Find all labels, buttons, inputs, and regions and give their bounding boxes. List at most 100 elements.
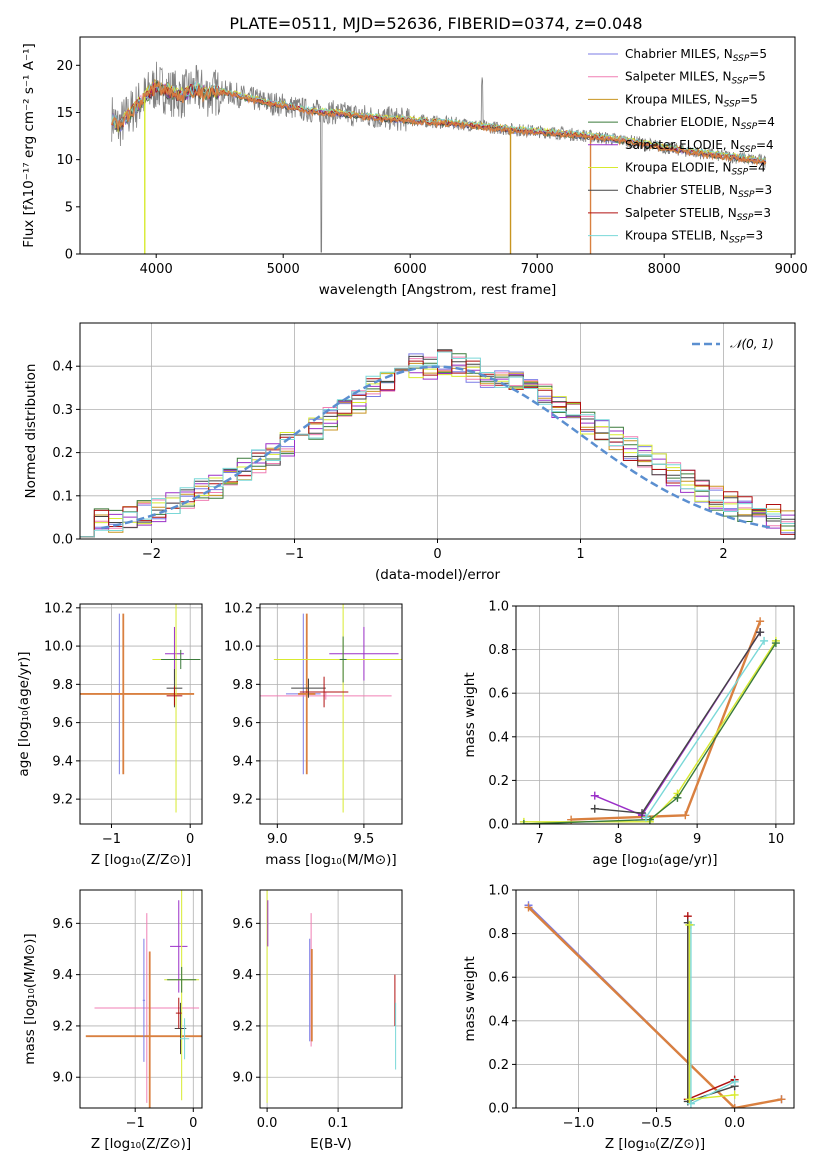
age-vs-metallicity-panel: −1 0 9.2 9.4 9.6 9.8 10.0 10.2 Z [log₁₀(Z/Z⊙)] ag… [16, 601, 203, 868]
y-tick-label: 0.4 [488, 730, 509, 745]
axes-frame [259, 603, 403, 825]
grid-lines [80, 890, 202, 1108]
y-tick-label: 1.0 [488, 600, 509, 615]
y-tick-label: 9.2 [52, 1019, 73, 1034]
legend-subscript: SSP [729, 236, 746, 246]
normal-curve [101, 365, 774, 530]
x-axis-label: Z [log₁₀(Z/Z⊙)] [91, 852, 191, 868]
weight-point-marker [685, 1095, 694, 1104]
legend-name: Kroupa ELODIE, N [625, 161, 732, 175]
y-tick-label: 10 [56, 153, 73, 168]
legend: Chabrier MILES, NSSP=5 Salpeter MILES, NS… [588, 47, 775, 246]
y-tick-label: 0.1 [52, 489, 73, 504]
legend-entry: Kroupa ELODIE, NSSP=4 [625, 161, 766, 178]
y-tick-label: 9.2 [52, 793, 73, 808]
grid-lines [260, 604, 402, 824]
x-axis-label: age [log₁₀(age/yr)] [592, 852, 717, 868]
weight-point-marker [524, 903, 533, 912]
data-point [85, 951, 202, 1108]
y-tick-label: 0.2 [488, 774, 509, 789]
data-point [166, 686, 183, 706]
weight-series-line [528, 904, 782, 1108]
weight-series-line [688, 924, 735, 1101]
weight-series-line [527, 906, 782, 1108]
weight-series-line [571, 620, 762, 821]
data-point [161, 649, 201, 670]
y-tick-label: 0.2 [52, 446, 73, 461]
grid-lines [516, 889, 794, 1109]
y-axis-label: Flux [fλ10⁻¹⁷ erg cm⁻² s⁻¹ A⁻¹] [21, 43, 37, 248]
plot-area [110, 61, 767, 254]
legend-entry: Chabrier MILES, NSSP=5 [625, 47, 767, 64]
x-axis-label: wavelength [Angstrom, rest frame] [319, 282, 557, 298]
legend-name: Salpeter ELODIE, N [625, 138, 739, 152]
plot-area [80, 604, 201, 813]
y-tick-label: 9.2 [232, 1019, 253, 1034]
x-tick-label: 0.0 [724, 1116, 745, 1131]
legend-name: Kroupa MILES, N [625, 92, 724, 106]
legend-suffix: =4 [756, 138, 774, 152]
weight-series-line [594, 631, 761, 817]
y-tick-label: 0.6 [488, 687, 509, 702]
x-tick-label: 5000 [267, 262, 300, 277]
x-tick-label: 9.5 [354, 832, 375, 847]
weight-series-line [687, 922, 735, 1103]
weight-series-line [523, 640, 777, 823]
y-tick-label: 10.0 [44, 640, 73, 655]
legend-entry: 𝒩(0, 1) [730, 337, 774, 351]
y-tick-label: 1.0 [488, 884, 509, 899]
plot-area [260, 604, 402, 813]
x-tick-label: 10 [768, 832, 785, 847]
residual-histogram [80, 351, 795, 538]
legend-name: Kroupa STELIB, N [625, 229, 729, 243]
y-tick-label: 0.0 [488, 1102, 509, 1117]
y-tick-label: 9.4 [52, 968, 73, 983]
legend-entry: Kroupa STELIB, NSSP=3 [625, 229, 763, 246]
x-axis-label: E(B-V) [310, 1136, 352, 1152]
weight-point-marker [685, 920, 694, 929]
legend-subscript: SSP [739, 145, 756, 155]
y-tick-label: 5 [65, 200, 73, 215]
legend-entry: Kroupa MILES, NSSP=5 [625, 92, 758, 109]
legend-suffix: =4 [757, 115, 775, 129]
y-tick-label: 20 [56, 59, 73, 74]
weight-point-marker [638, 809, 647, 818]
weight-point-marker [777, 1095, 786, 1104]
data-point [291, 678, 326, 698]
weight-point-marker [760, 636, 769, 645]
legend-suffix: =3 [755, 183, 773, 197]
weight-point-marker [730, 1077, 739, 1086]
axes-frame [79, 322, 796, 540]
x-tick-label: −1.0 [563, 1116, 595, 1131]
plot-area [266, 890, 397, 1103]
x-tick-label: 9.0 [267, 832, 288, 847]
model-spectrum-line [110, 80, 767, 167]
legend-subscript: SSP [741, 122, 758, 132]
x-axis-label: (data-model)/error [375, 567, 501, 583]
legend-subscript: SSP [733, 54, 750, 64]
x-tick-label: 8 [614, 832, 622, 847]
y-tick-label: 10.0 [224, 640, 253, 655]
y-tick-label: 15 [56, 106, 73, 121]
y-tick-label: 9.4 [52, 754, 73, 769]
plot-area [85, 890, 202, 1108]
axes-frame [79, 603, 203, 825]
legend-entry: Salpeter MILES, NSSP=5 [625, 70, 766, 87]
y-tick-label: 9.0 [52, 1071, 73, 1086]
y-tick-label: 9.6 [52, 917, 73, 932]
weight-point-marker [519, 820, 528, 824]
y-tick-label: 9.8 [52, 678, 73, 693]
weight-vs-age-panel: 7 8 9 10 0.0 0.2 0.4 0.6 0.8 1.0 age [log₁₀(age/yr… [462, 600, 795, 868]
x-tick-label: −1 [285, 547, 304, 562]
data-point [179, 1018, 190, 1060]
y-tick-label: 0 [65, 248, 73, 263]
x-tick-label: 0.0 [257, 1116, 278, 1131]
axes-frame [515, 605, 795, 825]
y-tick-label: 9.0 [232, 1071, 253, 1086]
y-tick-label: 0.4 [52, 360, 73, 375]
legend-suffix: =5 [740, 92, 758, 106]
weight-point-marker [681, 811, 690, 820]
axes-frame [79, 889, 203, 1109]
x-tick-label: 0 [189, 1116, 197, 1131]
